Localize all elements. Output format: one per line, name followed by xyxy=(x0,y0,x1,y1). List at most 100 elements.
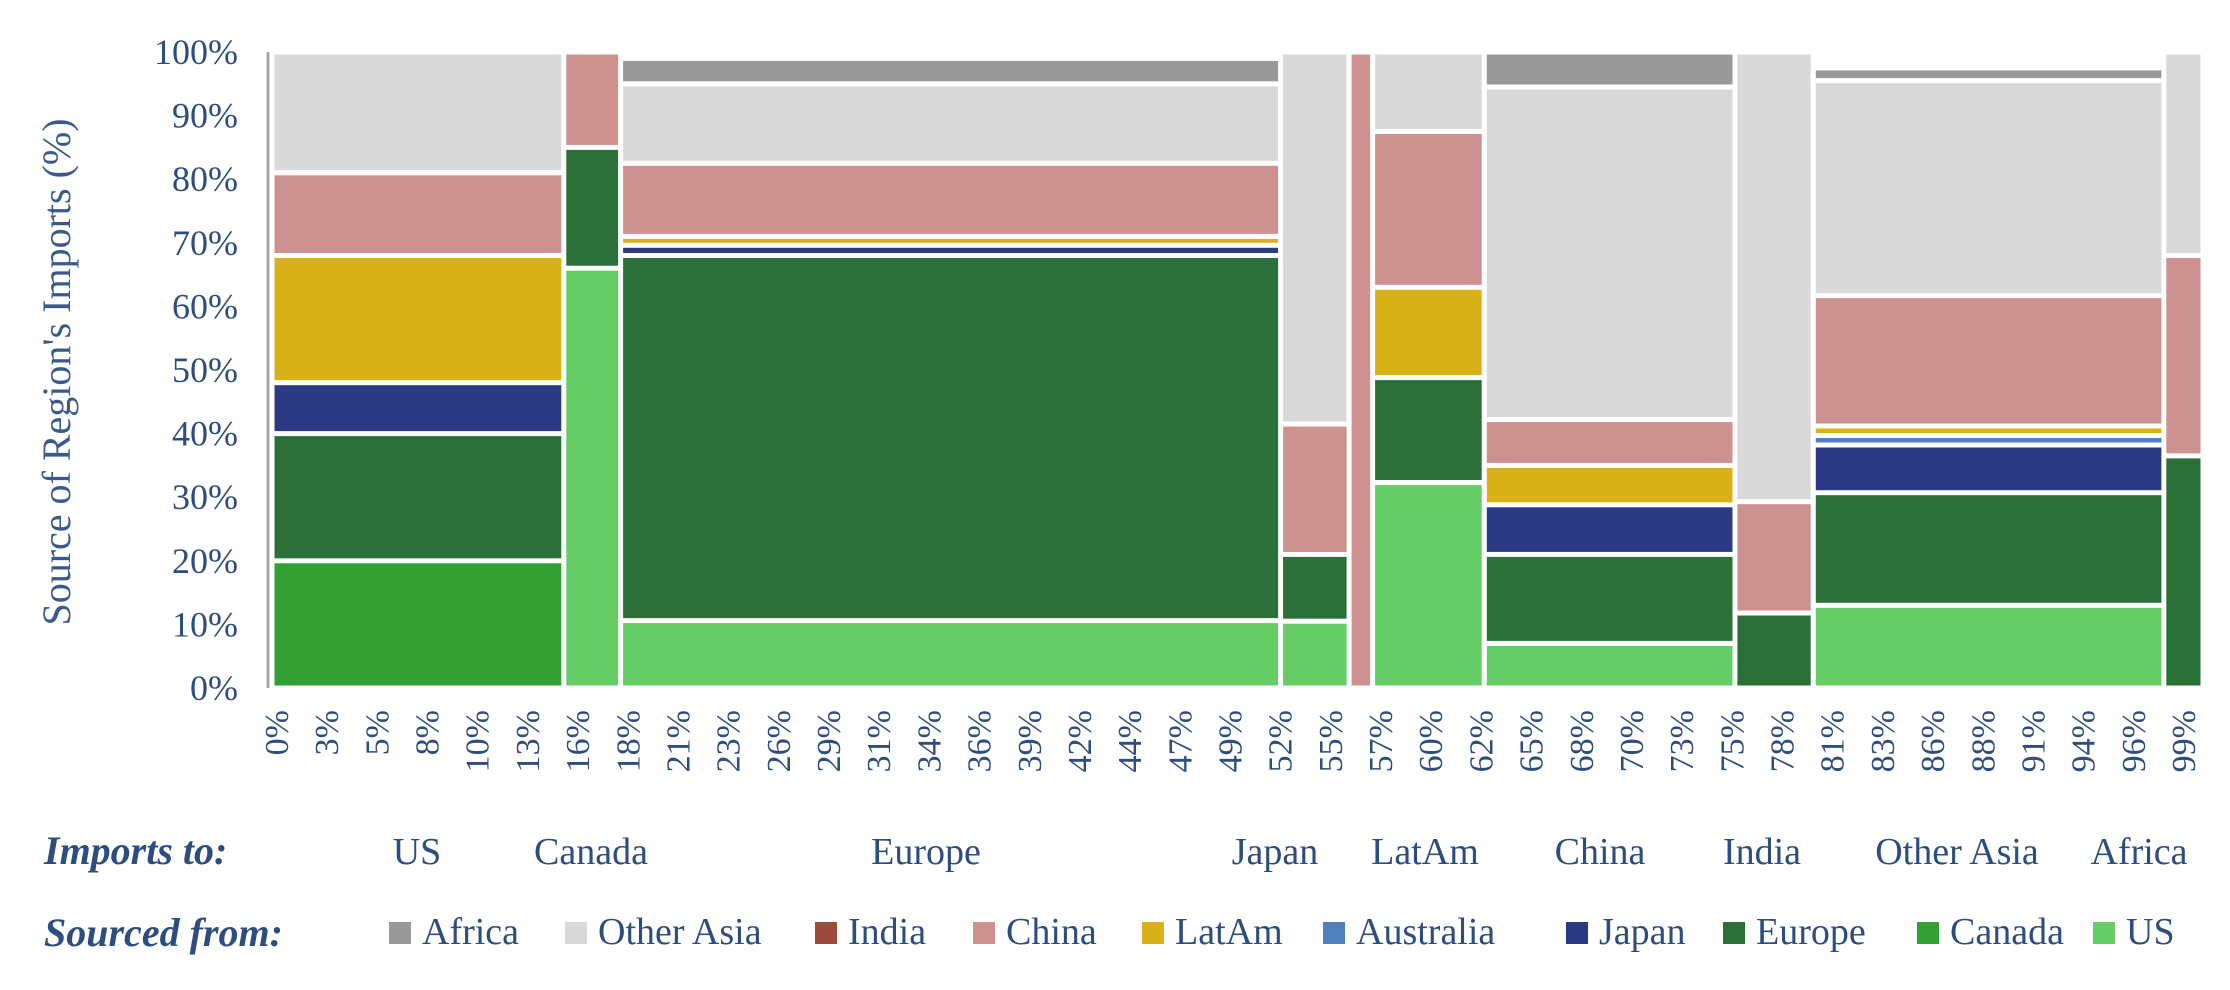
segment-region-5-other-asia xyxy=(1375,54,1482,129)
segment-europe-latam xyxy=(623,238,1279,243)
sourced-from-title: Sourced from: xyxy=(44,910,283,955)
segment-india-other-asia xyxy=(1737,54,1811,500)
segment-china-us xyxy=(1486,646,1733,686)
legend-swatch xyxy=(389,922,411,944)
x-tick-label: 52% xyxy=(1263,710,1300,772)
y-tick-label: 20% xyxy=(172,541,238,581)
x-tick-label: 31% xyxy=(861,710,898,772)
x-tick-label: 5% xyxy=(359,710,396,755)
x-tick-label: 60% xyxy=(1413,710,1450,772)
y-tick-label: 50% xyxy=(172,350,238,390)
segment-region-5-us xyxy=(1375,485,1482,686)
legend-label: US xyxy=(2126,911,2175,953)
legend-label: Europe xyxy=(1756,911,1866,953)
segment-china-africa xyxy=(1486,54,1733,85)
legend-swatch xyxy=(1566,922,1588,944)
x-tick-label: 62% xyxy=(1463,710,1500,772)
region-label-latam: LatAm xyxy=(1371,831,1479,873)
region-label-india: India xyxy=(1723,831,1801,873)
legend-label: India xyxy=(848,911,926,953)
x-tick-label: 86% xyxy=(1915,710,1952,772)
column-china xyxy=(1486,54,1733,686)
legend-label: Canada xyxy=(1950,911,2064,953)
region-label-africa: Africa xyxy=(2090,831,2187,873)
segment-japan-other-asia xyxy=(1283,54,1347,422)
x-tick-label: 68% xyxy=(1564,710,1601,772)
legend-item-africa: Africa xyxy=(389,911,519,953)
segment-us-japan xyxy=(274,385,562,432)
column-latam xyxy=(1351,54,1371,686)
column-japan xyxy=(1283,54,1347,686)
y-axis-title: Source of Region's Imports (%) xyxy=(34,118,79,625)
x-tick-label: 49% xyxy=(1213,710,1250,772)
segment-japan-europe xyxy=(1283,556,1347,619)
segment-us-europe xyxy=(274,436,562,559)
x-tick-label: 8% xyxy=(410,710,447,755)
segment-latam-china xyxy=(1351,54,1371,686)
region-label-canada: Canada xyxy=(534,831,648,873)
x-tick-label: 26% xyxy=(761,710,798,772)
x-tick-label: 34% xyxy=(911,710,948,772)
segment-us-china xyxy=(274,175,562,253)
column-us xyxy=(274,54,562,686)
column-europe xyxy=(623,60,1279,686)
segment-africa-china xyxy=(2166,258,2201,454)
segment-us-canada xyxy=(274,563,562,686)
segment-japan-us xyxy=(1283,623,1347,686)
segment-other-asia-us xyxy=(1815,607,2162,686)
segment-canada-china xyxy=(566,54,619,145)
x-tick-label: 21% xyxy=(661,710,698,772)
legend-label: Other Asia xyxy=(598,911,762,953)
x-tick-label: 70% xyxy=(1614,710,1651,772)
legend-label: Australia xyxy=(1356,911,1495,953)
legend-item-japan: Japan xyxy=(1566,911,1686,953)
legend-item-us: US xyxy=(2093,911,2175,953)
region-label-other-asia: Other Asia xyxy=(1875,831,2039,873)
segment-region-5-latam xyxy=(1375,289,1482,376)
x-tick-label: 73% xyxy=(1664,710,1701,772)
y-tick-label: 30% xyxy=(172,477,238,517)
x-tick-label: 47% xyxy=(1162,710,1199,772)
segment-africa-europe xyxy=(2166,458,2201,686)
y-tick-label: 0% xyxy=(190,668,238,708)
segment-europe-us xyxy=(623,623,1279,686)
legend-label: Africa xyxy=(422,911,519,953)
x-tick-label: 96% xyxy=(2116,710,2153,772)
segment-china-latam xyxy=(1486,467,1733,503)
segment-us-latam xyxy=(274,258,562,381)
segment-india-europe xyxy=(1737,615,1811,686)
x-tick-label: 23% xyxy=(711,710,748,772)
x-tick-label: 65% xyxy=(1514,710,1551,772)
x-tick-label: 91% xyxy=(2015,710,2052,772)
plot-area xyxy=(274,54,2201,686)
legend-swatch xyxy=(565,922,587,944)
x-tick-label: 99% xyxy=(2166,710,2203,772)
legend-item-china: China xyxy=(973,911,1097,953)
segment-other-asia-china xyxy=(1815,298,2162,424)
region-label-japan: Japan xyxy=(1232,831,1319,873)
legend-item-canada: Canada xyxy=(1917,911,2064,953)
column-canada xyxy=(566,54,619,686)
segment-china-china xyxy=(1486,422,1733,463)
segment-europe-japan xyxy=(623,247,1279,253)
legend-item-india: India xyxy=(815,911,926,953)
imports-to-row: Imports to: US Canada Europe Japan LatAm Chin… xyxy=(43,828,2188,873)
x-tick-label: 44% xyxy=(1112,710,1149,772)
x-tick-label: 81% xyxy=(1815,710,1852,772)
y-tick-label: 10% xyxy=(172,604,238,644)
region-label-europe: Europe xyxy=(871,831,981,873)
legend-label: LatAm xyxy=(1175,911,1283,953)
legend-swatch xyxy=(2093,922,2115,944)
x-tick-label: 57% xyxy=(1363,710,1400,772)
segment-europe-other-asia xyxy=(623,86,1279,161)
y-tick-labels: 0% 10% 20% 30% 40% 50% 60% 70% 80% 90% 100% xyxy=(154,32,238,708)
x-tick-label: 16% xyxy=(560,710,597,772)
segment-other-asia-japan xyxy=(1815,447,2162,491)
segment-other-asia-latam xyxy=(1815,428,2162,433)
x-tick-label: 18% xyxy=(610,710,647,772)
segment-china-japan xyxy=(1486,507,1733,552)
column-africa xyxy=(2166,54,2201,686)
legend-item-australia: Australia xyxy=(1323,911,1495,953)
segment-other-asia-other-asia xyxy=(1815,83,2162,294)
